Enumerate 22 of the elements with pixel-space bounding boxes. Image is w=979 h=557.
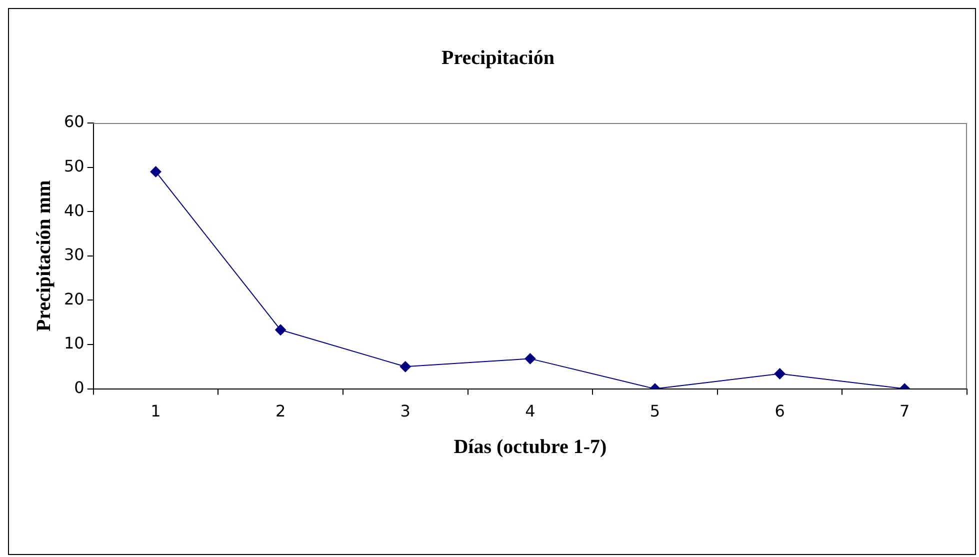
y-tick-label: 30	[64, 245, 84, 264]
x-tick-label: 1	[150, 402, 161, 421]
x-tick-label: 3	[400, 402, 410, 421]
y-tick-label: 0	[74, 378, 84, 397]
chart-title: Precipitación	[442, 47, 554, 70]
y-tick-label: 10	[64, 334, 84, 353]
y-tick-label: 50	[64, 156, 84, 176]
x-tick-label: 2	[275, 402, 286, 421]
y-tick-label: 20	[64, 289, 84, 308]
point	[774, 368, 786, 380]
point	[400, 361, 411, 372]
point	[150, 166, 162, 178]
x-tick-label: 6	[774, 402, 785, 421]
x-tick-label: 4	[525, 402, 536, 421]
point	[275, 324, 286, 336]
y-tick-label: 60	[64, 112, 84, 132]
y-axis-title: Precipitación mm	[33, 180, 56, 332]
point	[524, 353, 536, 364]
x-tick-label: 5	[650, 402, 660, 421]
x-tick-label: 7	[900, 402, 910, 421]
y-tick-label: 40	[64, 200, 84, 220]
x-axis-title: Días (octubre 1-7)	[454, 436, 607, 458]
